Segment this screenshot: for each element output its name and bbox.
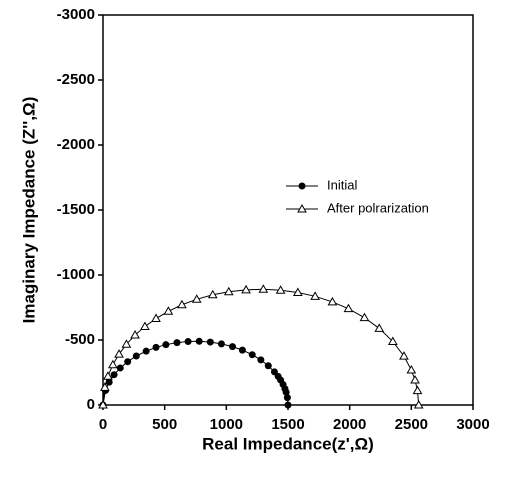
- data-point: [387, 336, 398, 346]
- data-point: [173, 339, 181, 347]
- data-point: [257, 356, 265, 364]
- x-tick-label: 0: [99, 416, 107, 433]
- data-point: [114, 349, 124, 358]
- data-point: [258, 284, 269, 293]
- data-point: [177, 299, 187, 309]
- x-tick-label: 1500: [271, 416, 304, 433]
- data-point: [264, 362, 272, 370]
- y-tick-label: -2000: [57, 136, 95, 153]
- y-tick-label: -1500: [57, 201, 95, 218]
- data-point: [410, 375, 420, 384]
- y-tick-label: 0: [87, 396, 95, 413]
- data-point: [310, 291, 320, 300]
- data-point: [207, 289, 218, 299]
- data-point: [275, 285, 286, 294]
- y-tick-label: -2500: [57, 71, 95, 88]
- x-axis-label: Real Impedance(z',Ω): [202, 434, 374, 453]
- data-point: [327, 296, 338, 306]
- data-point: [140, 321, 150, 330]
- data-point: [162, 341, 170, 349]
- y-axis-label: Imaginary Impedance (Z'',Ω): [19, 97, 38, 324]
- legend-label: Initial: [327, 177, 357, 192]
- data-point: [99, 382, 110, 391]
- data-point: [412, 385, 423, 395]
- data-point: [406, 365, 417, 374]
- data-point: [284, 401, 292, 409]
- y-tick-label: -500: [65, 331, 95, 348]
- y-tick-label: -3000: [57, 6, 95, 23]
- data-point: [116, 364, 124, 372]
- legend-marker: [298, 182, 306, 190]
- legend-label: After polrarization: [327, 200, 429, 215]
- data-point: [121, 339, 132, 348]
- data-point: [241, 284, 251, 294]
- data-point: [206, 338, 214, 346]
- data-point: [152, 343, 160, 351]
- data-point: [359, 312, 370, 322]
- x-tick-label: 2000: [333, 416, 366, 433]
- data-point: [105, 378, 113, 386]
- data-point: [238, 346, 246, 354]
- data-point: [413, 399, 424, 409]
- series-line: [102, 288, 420, 406]
- x-tick-label: 3000: [456, 416, 489, 433]
- data-point: [151, 313, 161, 323]
- data-point: [184, 338, 192, 346]
- data-point: [110, 371, 118, 379]
- data-point: [229, 343, 236, 351]
- data-point: [191, 294, 202, 303]
- data-point: [217, 340, 225, 348]
- data-point: [399, 351, 409, 360]
- y-tick-label: -1000: [57, 266, 95, 283]
- data-point: [195, 337, 203, 345]
- data-point: [108, 359, 118, 369]
- series-line: [102, 340, 289, 406]
- x-tick-label: 500: [152, 416, 177, 433]
- x-tick-label: 1000: [210, 416, 243, 433]
- legend-marker: [297, 203, 307, 213]
- data-point: [142, 347, 150, 355]
- data-point: [282, 388, 290, 396]
- data-point: [163, 306, 174, 315]
- x-tick-label: 2500: [395, 416, 428, 433]
- data-point: [103, 371, 113, 380]
- data-point: [283, 394, 291, 402]
- data-point: [248, 351, 256, 359]
- data-point: [374, 323, 385, 332]
- data-point: [293, 287, 303, 297]
- data-point: [130, 330, 140, 339]
- data-point: [223, 286, 234, 296]
- data-point: [132, 352, 140, 360]
- data-point: [343, 303, 354, 313]
- data-point: [98, 399, 108, 409]
- data-point: [124, 358, 132, 366]
